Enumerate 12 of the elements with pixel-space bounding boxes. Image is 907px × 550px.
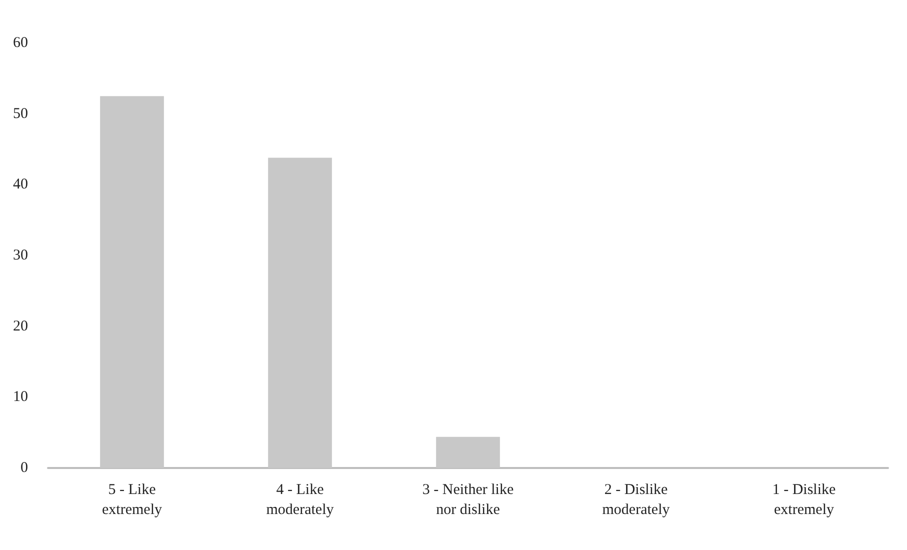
- y-tick-label: 30: [13, 248, 28, 264]
- y-tick-label: 40: [13, 176, 28, 193]
- x-tick-label: 4 - Like moderately: [266, 482, 334, 518]
- x-tick-label: 1 - Dislike extremely: [772, 482, 836, 518]
- x-tick-label: 5 - Like extremely: [102, 482, 162, 518]
- y-tick-label: 20: [13, 318, 28, 334]
- y-tick-label: 0: [20, 460, 28, 476]
- y-tick-label: 60: [13, 35, 28, 51]
- y-tick-label: 50: [13, 106, 28, 122]
- x-tick-label: 3 - Neither like nor dislike: [422, 482, 514, 518]
- x-tick-label: 2 - Dislike moderately: [602, 482, 670, 518]
- y-tick-label: 10: [13, 389, 28, 406]
